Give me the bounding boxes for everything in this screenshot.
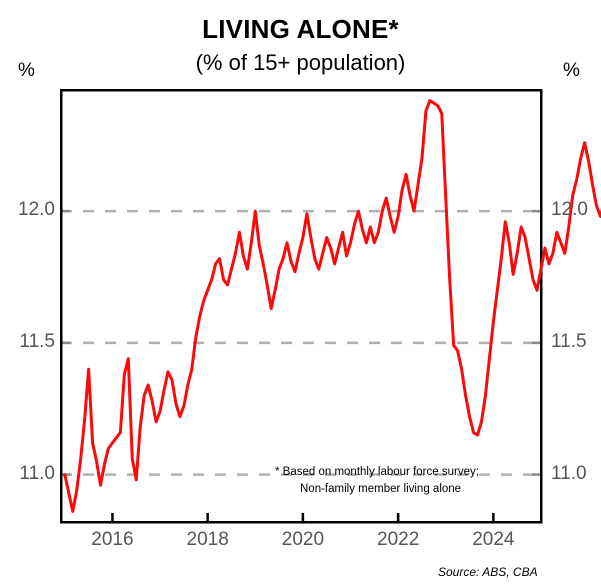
x-axis-label: 2024 [472,529,515,550]
source-label: Source: ABS, CBA [438,565,538,579]
y-axis-label-left: 12.0 [18,199,55,221]
x-axis-label: 2018 [186,529,229,550]
x-tick-marks-group [61,209,541,522]
left-axis-unit-label: % [18,60,35,81]
y-axis-label-right: 11.0 [551,462,587,484]
chart-subtitle: (% of 15+ population) [195,50,406,75]
x-axis-label: 2022 [377,529,420,550]
y-axis-label-right: 11.5 [551,330,587,352]
chart-title: LIVING ALONE* [202,14,399,44]
plot-frame [59,88,543,524]
y-axis-label-left: 11.5 [19,330,55,352]
y-axis-label-right: 12.0 [551,199,588,221]
y-axis-label-left: 11.0 [19,462,55,484]
data-line-living-alone [63,99,601,513]
right-axis-unit-label: % [563,60,580,81]
gridlines-group [61,209,541,476]
x-axis-label: 2020 [281,529,325,550]
footnote-line-1: * Based on monthly labour force survey; [275,466,479,478]
x-axis-label: 2016 [91,529,134,550]
footnote-line-2: Non-family member living alone [300,483,462,495]
